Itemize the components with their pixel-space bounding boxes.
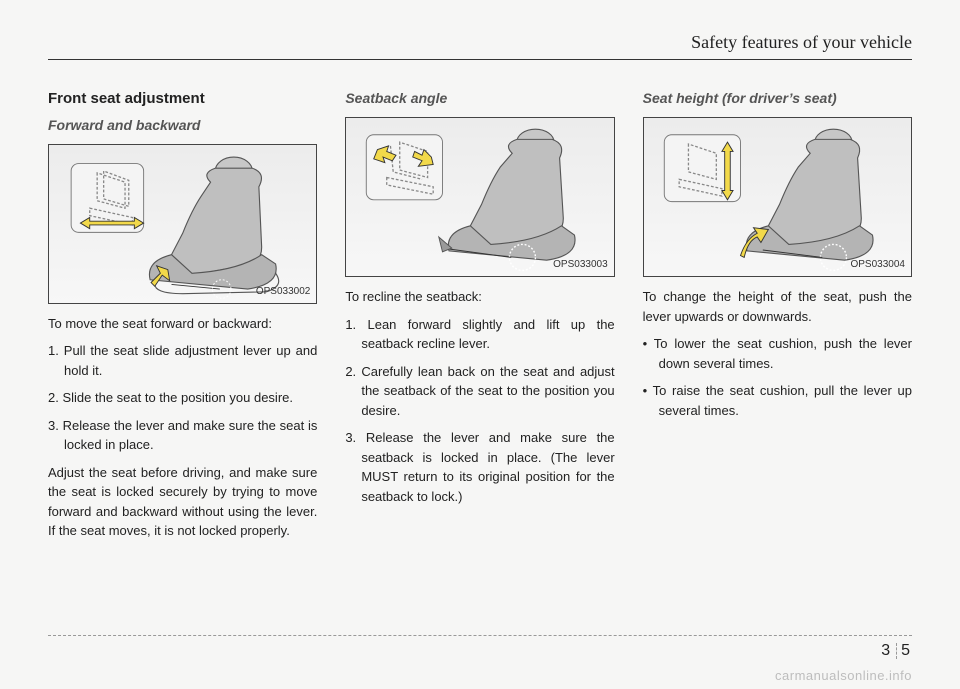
bullet-list: • To lower the seat cushion, push the le… — [643, 334, 912, 420]
page-section: 3 — [881, 642, 892, 659]
page-number: 35 — [881, 642, 912, 660]
chapter-title: Safety features of your vehicle — [691, 32, 912, 52]
list-item: 2. Slide the seat to the position you de… — [48, 388, 317, 408]
list-item: • To lower the seat cushion, push the le… — [643, 334, 912, 373]
steps-list: 1. Lean forward slightly and lift up the… — [345, 315, 614, 507]
figure-code: OPS033003 — [553, 257, 608, 272]
page-num: 5 — [901, 642, 912, 659]
intro-text: To move the seat forward or backward: — [48, 314, 317, 334]
subhead-seat-height: Seat height (for driver’s seat) — [643, 88, 912, 109]
subhead-seatback-angle: Seatback angle — [345, 88, 614, 109]
list-item: 3. Release the lever and make sure the s… — [345, 428, 614, 506]
figure-forward-backward: OPS033002 — [48, 144, 317, 304]
chapter-header: Safety features of your vehicle — [48, 32, 912, 60]
page-footer: 35 — [48, 635, 912, 663]
figure-code: OPS033002 — [256, 284, 311, 299]
list-item: 3. Release the lever and make sure the s… — [48, 416, 317, 455]
note-text: Adjust the seat before driving, and make… — [48, 463, 317, 541]
section-title: Front seat adjustment — [48, 88, 317, 111]
figure-code: OPS033004 — [850, 257, 905, 272]
intro-text: To change the height of the seat, push t… — [643, 287, 912, 326]
list-item: 2. Carefully lean back on the seat and a… — [345, 362, 614, 421]
watermark: carmanualsonline.info — [775, 668, 912, 683]
column-2: Seatback angle — [345, 88, 614, 549]
subhead-forward-backward: Forward and backward — [48, 115, 317, 136]
figure-seatback-angle: OPS033003 — [345, 117, 614, 277]
column-3: Seat height (for driver’s seat) — [643, 88, 912, 549]
list-item: 1. Lean forward slightly and lift up the… — [345, 315, 614, 354]
content-columns: Front seat adjustment Forward and backwa… — [48, 88, 912, 549]
list-item: • To raise the seat cushion, pull the le… — [643, 381, 912, 420]
figure-seat-height: OPS033004 — [643, 117, 912, 277]
list-item: 1. Pull the seat slide adjustment lever … — [48, 341, 317, 380]
steps-list: 1. Pull the seat slide adjustment lever … — [48, 341, 317, 455]
intro-text: To recline the seatback: — [345, 287, 614, 307]
column-1: Front seat adjustment Forward and backwa… — [48, 88, 317, 549]
